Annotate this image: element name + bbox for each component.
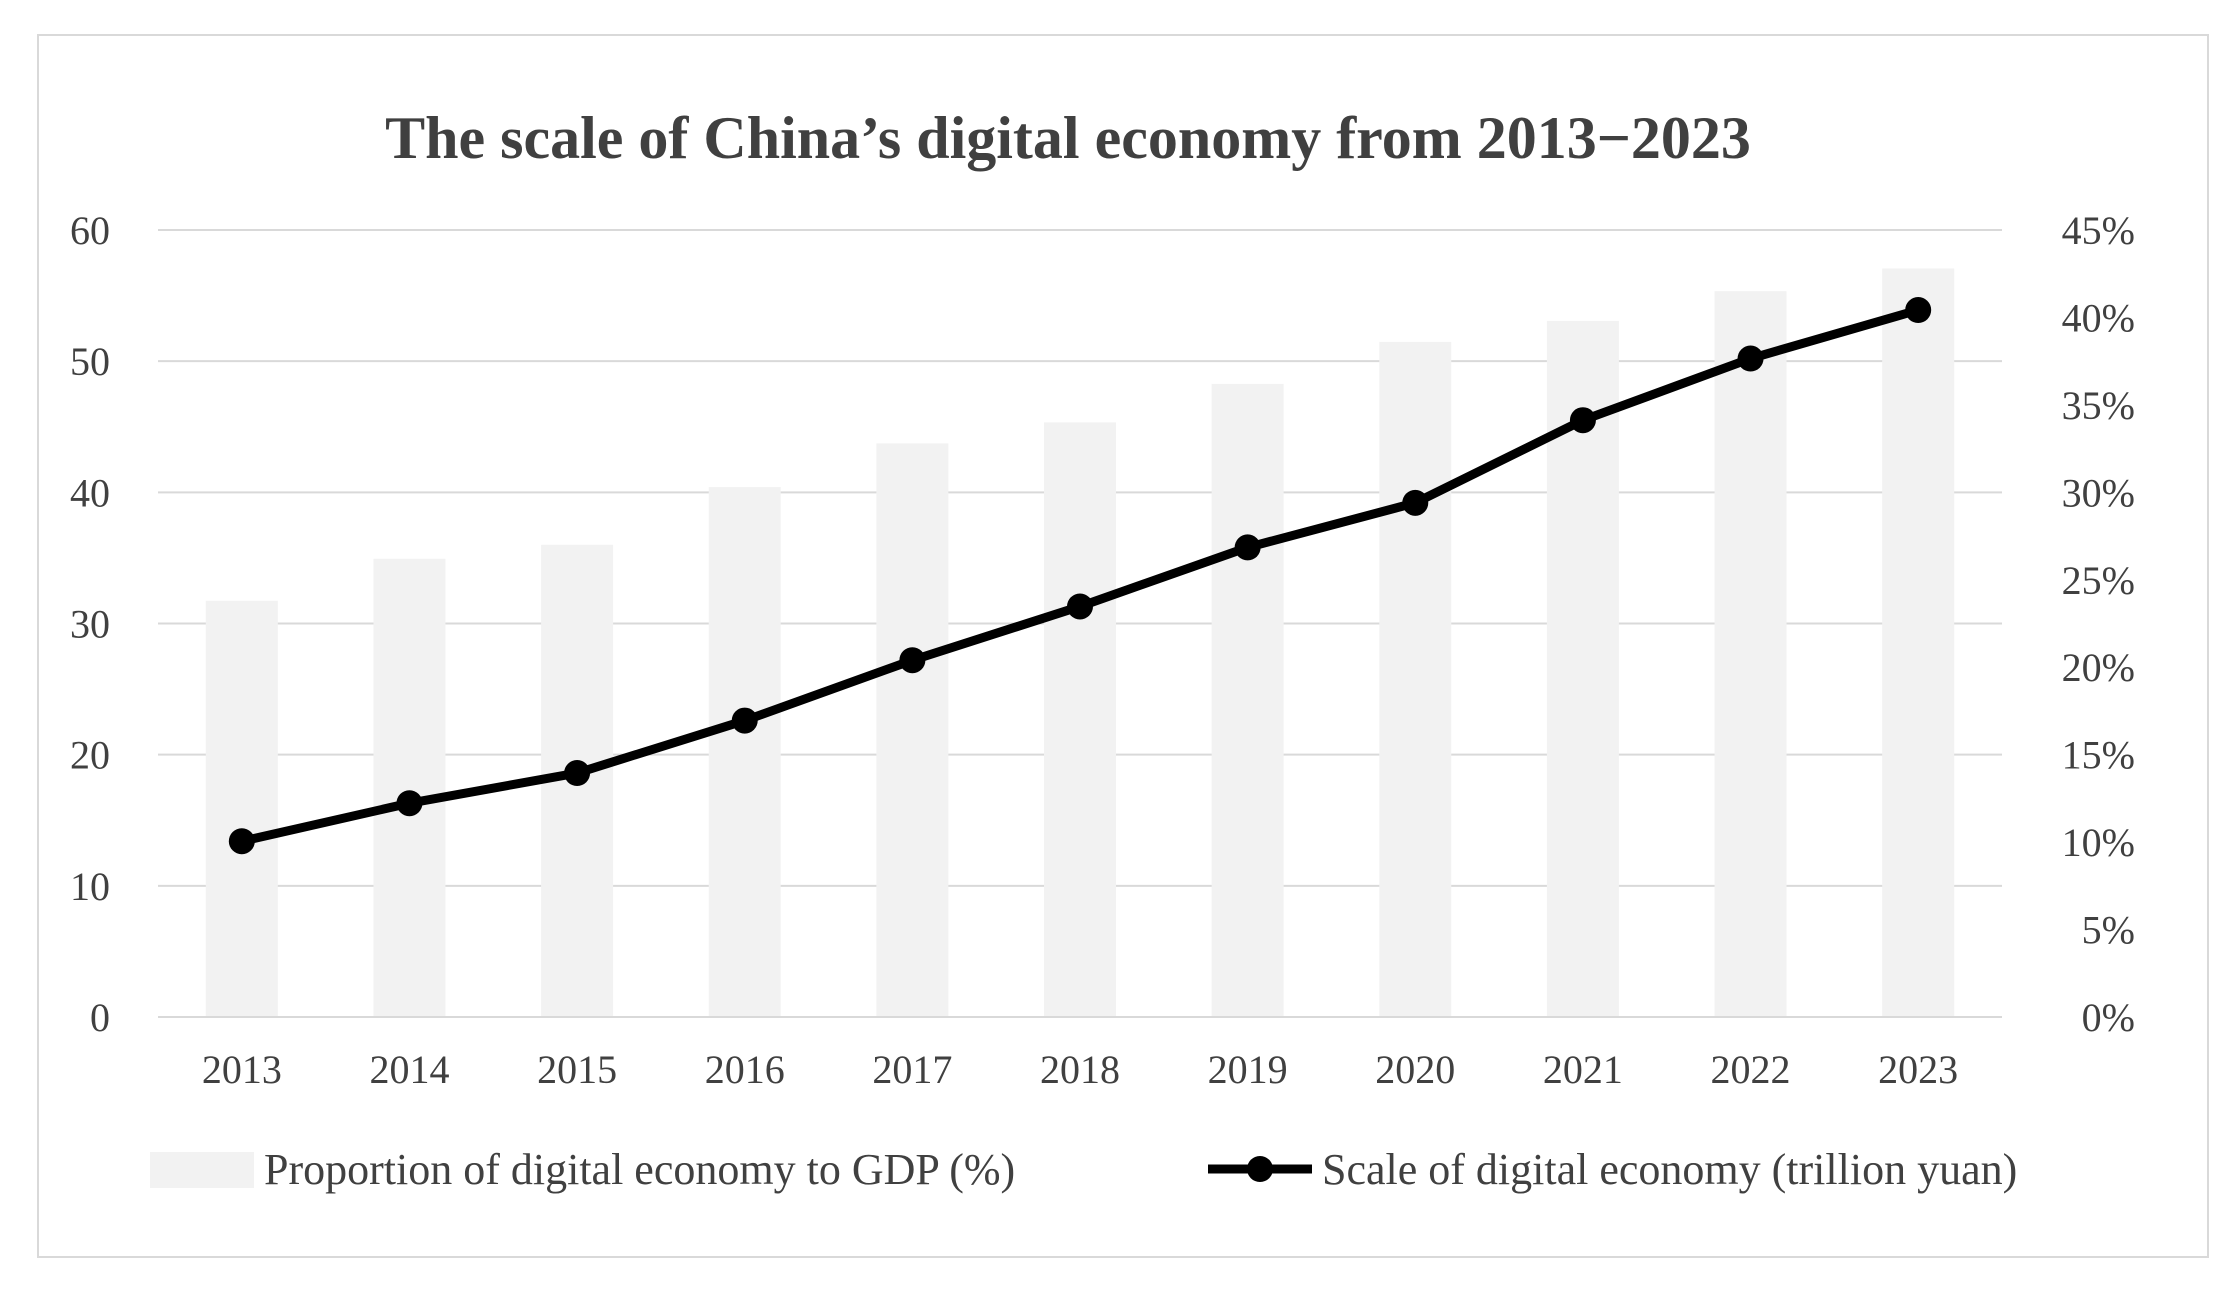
left-tick-label: 0 [90,995,110,1040]
point-2023 [1905,297,1932,324]
x-tick-label: 2022 [1711,1047,1791,1092]
x-tick-label: 2017 [872,1047,952,1092]
left-tick-label: 30 [70,602,110,647]
point-2020 [1402,489,1429,516]
bar-2023 [1882,268,1955,1017]
legend: Proportion of digital economy to GDP (%)… [150,1145,2017,1194]
point-2015 [564,760,591,787]
point-2022 [1737,345,1764,372]
x-axis-ticks: 2013 2014 2015 2016 2017 2018 2019 2020 2021 2022… [202,1047,1958,1092]
left-tick-label: 40 [70,470,110,515]
x-tick-label: 2013 [202,1047,282,1092]
right-axis-ticks: 0% 5% 10% 15% 20% 25% 30% 35% 40% 45% [2062,208,2135,1040]
x-tick-label: 2015 [537,1047,617,1092]
right-tick-label: 40% [2062,295,2135,340]
x-tick-label: 2020 [1375,1047,1455,1092]
left-tick-label: 20 [70,733,110,778]
bar-series [205,268,1955,1017]
left-tick-label: 60 [70,208,110,253]
x-tick-label: 2021 [1543,1047,1623,1092]
x-tick-label: 2016 [705,1047,785,1092]
point-2014 [396,790,423,817]
right-tick-label: 45% [2062,208,2135,253]
bar-2016 [708,487,781,1017]
x-tick-label: 2019 [1208,1047,1288,1092]
right-tick-label: 20% [2062,645,2135,690]
legend-bar-swatch [150,1152,254,1188]
bar-2014 [373,558,446,1017]
bar-2017 [876,443,949,1017]
left-tick-label: 50 [70,339,110,384]
left-tick-label: 10 [70,864,110,909]
bar-2020 [1379,341,1452,1017]
point-2021 [1569,407,1596,434]
gridlines [158,229,2002,887]
left-axis-ticks: 0 10 20 30 40 50 60 [70,208,110,1040]
legend-line-marker [1247,1156,1273,1182]
right-tick-label: 5% [2082,908,2135,953]
point-2016 [731,707,758,734]
line-series [228,297,1932,855]
bar-2018 [1044,422,1116,1017]
legend-line-label: Scale of digital economy (trillion yuan) [1322,1145,2017,1194]
bar-2013 [205,600,278,1017]
bar-2019 [1211,383,1284,1017]
legend-bar-label: Proportion of digital economy to GDP (%) [264,1145,1015,1194]
point-2017 [899,647,926,674]
right-tick-label: 30% [2062,470,2135,515]
right-tick-label: 0% [2082,995,2135,1040]
right-tick-label: 25% [2062,558,2135,603]
point-2013 [228,828,255,855]
x-tick-label: 2014 [369,1047,449,1092]
right-tick-label: 10% [2062,820,2135,865]
chart-title: The scale of China’s digital economy fro… [385,105,1751,171]
right-tick-label: 35% [2062,383,2135,428]
point-2018 [1067,593,1093,620]
x-tick-label: 2018 [1040,1047,1120,1092]
x-tick-label: 2023 [1878,1047,1958,1092]
point-2019 [1234,534,1261,561]
right-tick-label: 15% [2062,733,2135,778]
bar-2022 [1714,291,1787,1017]
